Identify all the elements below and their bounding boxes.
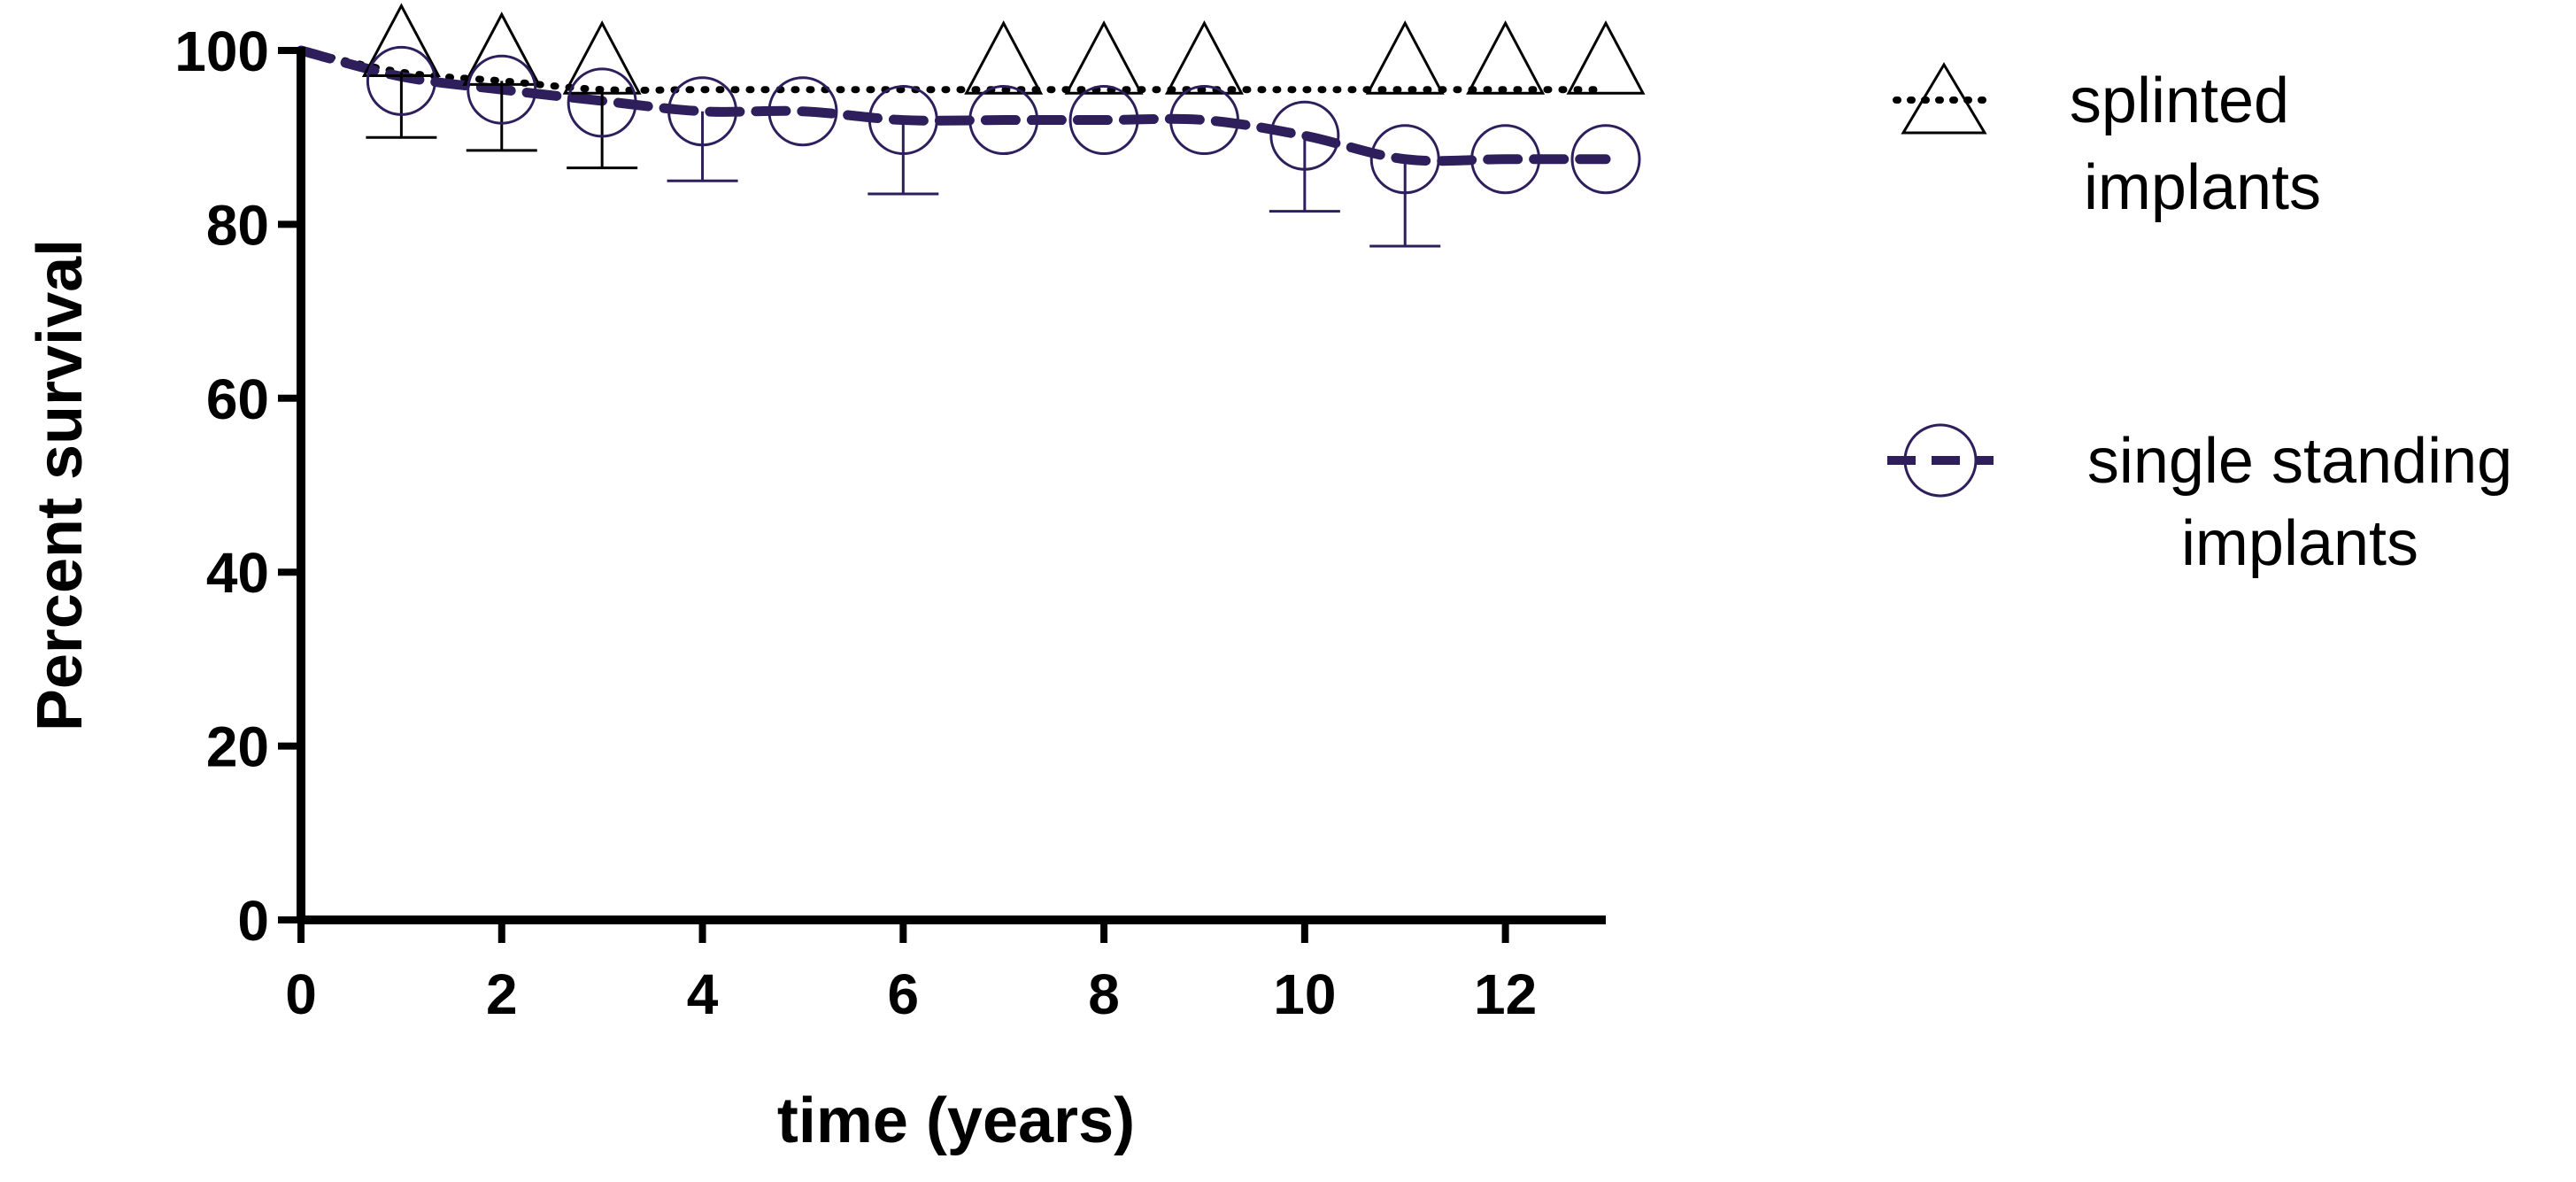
series-line-splinted bbox=[297, 47, 1609, 94]
data-point-single-standing bbox=[1068, 85, 1139, 156]
data-point-splinted bbox=[964, 19, 1044, 95]
legend: splinted implants single standing implan… bbox=[1887, 62, 2512, 579]
legend-triangle-icon bbox=[1901, 62, 1987, 135]
error-bars bbox=[366, 72, 1441, 248]
legend-label-single-line1: single standing bbox=[2087, 426, 2512, 497]
x-tick-label: 4 bbox=[687, 962, 719, 1026]
data-point-single-standing bbox=[968, 85, 1039, 156]
y-tick-label: 40 bbox=[206, 541, 269, 605]
x-tick-label: 10 bbox=[1273, 962, 1336, 1026]
data-point-single-standing bbox=[868, 85, 938, 156]
y-tick-label: 60 bbox=[206, 367, 269, 431]
axis-ticks: 0 20 40 60 80 100 0 2 4 6 8 10 12 bbox=[174, 19, 1537, 1026]
legend-item-single-standing: single standing implants bbox=[1887, 423, 2512, 579]
x-tick-label: 2 bbox=[486, 962, 518, 1026]
series-curves bbox=[296, 45, 1611, 166]
x-tick-label: 8 bbox=[1088, 962, 1120, 1026]
data-point-splinted bbox=[1365, 19, 1445, 95]
series-line-single-standing bbox=[296, 45, 1611, 166]
y-tick-label: 0 bbox=[237, 889, 269, 953]
data-point-single-standing bbox=[767, 76, 838, 147]
x-tick-label: 12 bbox=[1474, 962, 1537, 1026]
axes bbox=[297, 47, 1606, 924]
data-point-single-standing bbox=[1470, 124, 1541, 195]
data-point-splinted bbox=[1566, 19, 1646, 95]
data-point-single-standing bbox=[567, 67, 637, 138]
x-tick-label: 6 bbox=[888, 962, 920, 1026]
data-point-splinted bbox=[1064, 19, 1144, 95]
data-point-splinted bbox=[462, 12, 542, 86]
legend-label-splinted-line2: implants bbox=[2084, 152, 2321, 223]
data-point-single-standing bbox=[1369, 124, 1440, 195]
legend-item-splinted: splinted implants bbox=[1893, 62, 2321, 223]
y-axis-title: Percent survival bbox=[25, 239, 96, 731]
data-point-single-standing bbox=[667, 76, 738, 147]
data-point-splinted bbox=[361, 3, 441, 78]
series-markers bbox=[361, 3, 1646, 195]
data-point-single-standing bbox=[1168, 85, 1239, 156]
y-tick-label: 80 bbox=[206, 193, 269, 257]
data-point-single-standing bbox=[467, 54, 537, 125]
data-point-splinted bbox=[562, 19, 642, 95]
data-point-single-standing bbox=[1269, 100, 1340, 171]
legend-label-splinted-line1: splinted bbox=[2070, 66, 2289, 136]
x-tick-label: 0 bbox=[285, 962, 317, 1026]
y-tick-label: 100 bbox=[174, 19, 269, 83]
data-point-splinted bbox=[1164, 19, 1244, 95]
data-point-single-standing bbox=[366, 45, 436, 116]
x-axis-title: time (years) bbox=[777, 1085, 1135, 1156]
y-tick-label: 20 bbox=[206, 715, 269, 779]
legend-label-single-line2: implants bbox=[2181, 508, 2418, 579]
data-point-single-standing bbox=[1570, 124, 1641, 195]
legend-circle-icon bbox=[1903, 423, 1978, 498]
data-point-splinted bbox=[1466, 19, 1546, 95]
